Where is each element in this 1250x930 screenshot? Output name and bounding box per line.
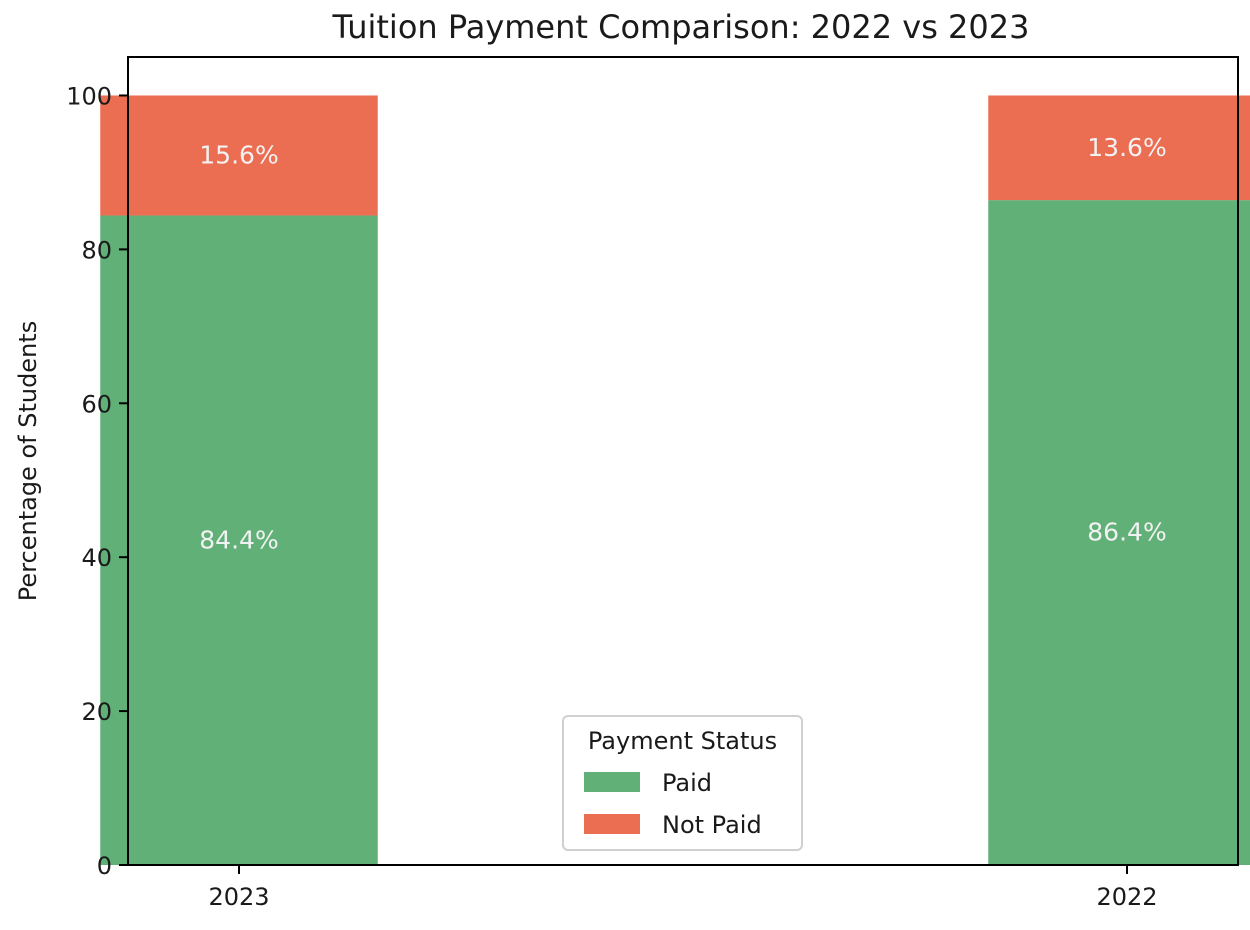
y-tick-label: 80 xyxy=(81,236,112,264)
bar-2023-paid xyxy=(100,215,378,865)
y-tick-label: 0 xyxy=(97,852,112,880)
y-axis: 0 20 40 60 80 100 xyxy=(66,82,128,880)
y-tick-label: 100 xyxy=(66,82,112,110)
plot-frame xyxy=(127,56,1239,866)
legend-label-not-paid: Not Paid xyxy=(662,811,762,839)
y-axis-label: Percentage of Students xyxy=(14,321,42,601)
bar-2023-not-paid xyxy=(100,95,378,216)
y-tick-label: 60 xyxy=(81,390,112,418)
bar-data-label: 84.4% xyxy=(199,525,278,554)
x-tick-label: 2022 xyxy=(1096,883,1157,911)
legend-swatch-paid xyxy=(584,772,640,792)
bar-labels-layer: 84.4% 15.6% 86.4% 13.6% xyxy=(199,133,1166,554)
bar-data-label: 15.6% xyxy=(199,140,278,169)
bar-data-label: 13.6% xyxy=(1087,133,1166,162)
legend-title: Payment Status xyxy=(588,727,777,755)
x-axis: 2023 2022 xyxy=(208,865,1158,911)
bar-2022-paid xyxy=(988,200,1250,866)
bars-layer xyxy=(100,95,1250,866)
chart-title: Tuition Payment Comparison: 2022 vs 2023 xyxy=(332,8,1030,46)
y-tick-label: 20 xyxy=(81,698,112,726)
legend-label-paid: Paid xyxy=(662,769,712,797)
bar-2022-not-paid xyxy=(988,95,1250,201)
x-tick-label: 2023 xyxy=(208,883,269,911)
bar-data-label: 86.4% xyxy=(1087,518,1166,547)
legend-swatch-not-paid xyxy=(584,814,640,834)
legend: Payment Status Paid Not Paid xyxy=(562,715,803,851)
y-tick-label: 40 xyxy=(81,544,112,572)
